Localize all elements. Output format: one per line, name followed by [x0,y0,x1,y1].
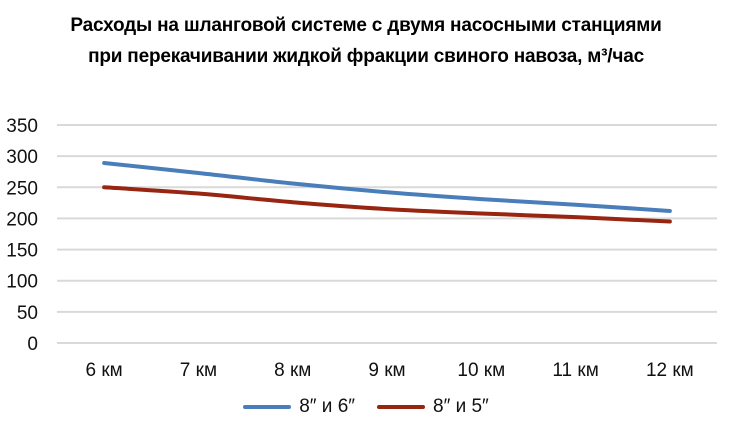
y-tick-label: 100 [6,272,38,293]
x-tick-label: 9 км [368,360,405,381]
legend-item-8-5: 8″ и 5″ [377,396,489,418]
x-tick-label: 12 км [646,360,694,381]
series-line-1 [102,185,672,224]
y-tick-label: 50 [17,303,38,324]
gridlines [57,124,717,344]
x-tick-label: 7 км [180,360,217,381]
x-tick-label: 10 км [457,360,505,381]
chart-title-line1: Расходы на шланговой системе с двумя нас… [70,15,662,36]
x-axis-labels: 6 км 7 км 8 км 9 км 10 км 11 км 12 км [86,360,694,381]
y-tick-label: 0 [27,334,38,355]
legend-swatch-blue [243,405,292,409]
series-lines [102,160,672,224]
chart-title: Расходы на шланговой системе с двумя нас… [0,10,732,72]
x-tick-label: 6 км [86,360,123,381]
y-tick-label: 250 [6,178,38,199]
legend: 8″ и 6″ 8″ и 5″ [0,396,732,418]
legend-swatch-red [377,405,425,409]
legend-label: 8″ и 6″ [299,396,355,417]
y-axis-labels: 0 50 100 150 200 250 300 350 [6,116,38,355]
chart-title-line2: при перекачивании жидкой фракции свиного… [88,46,644,67]
legend-label: 8″ и 5″ [433,396,489,417]
y-tick-label: 200 [6,209,38,230]
series-line-0 [102,160,672,213]
legend-item-8-6: 8″ и 6″ [243,396,355,418]
y-tick-label: 350 [6,116,38,137]
x-tick-label: 8 км [274,360,311,381]
y-tick-label: 300 [6,147,38,168]
x-tick-label: 11 км [552,360,598,381]
y-tick-label: 150 [6,241,38,262]
